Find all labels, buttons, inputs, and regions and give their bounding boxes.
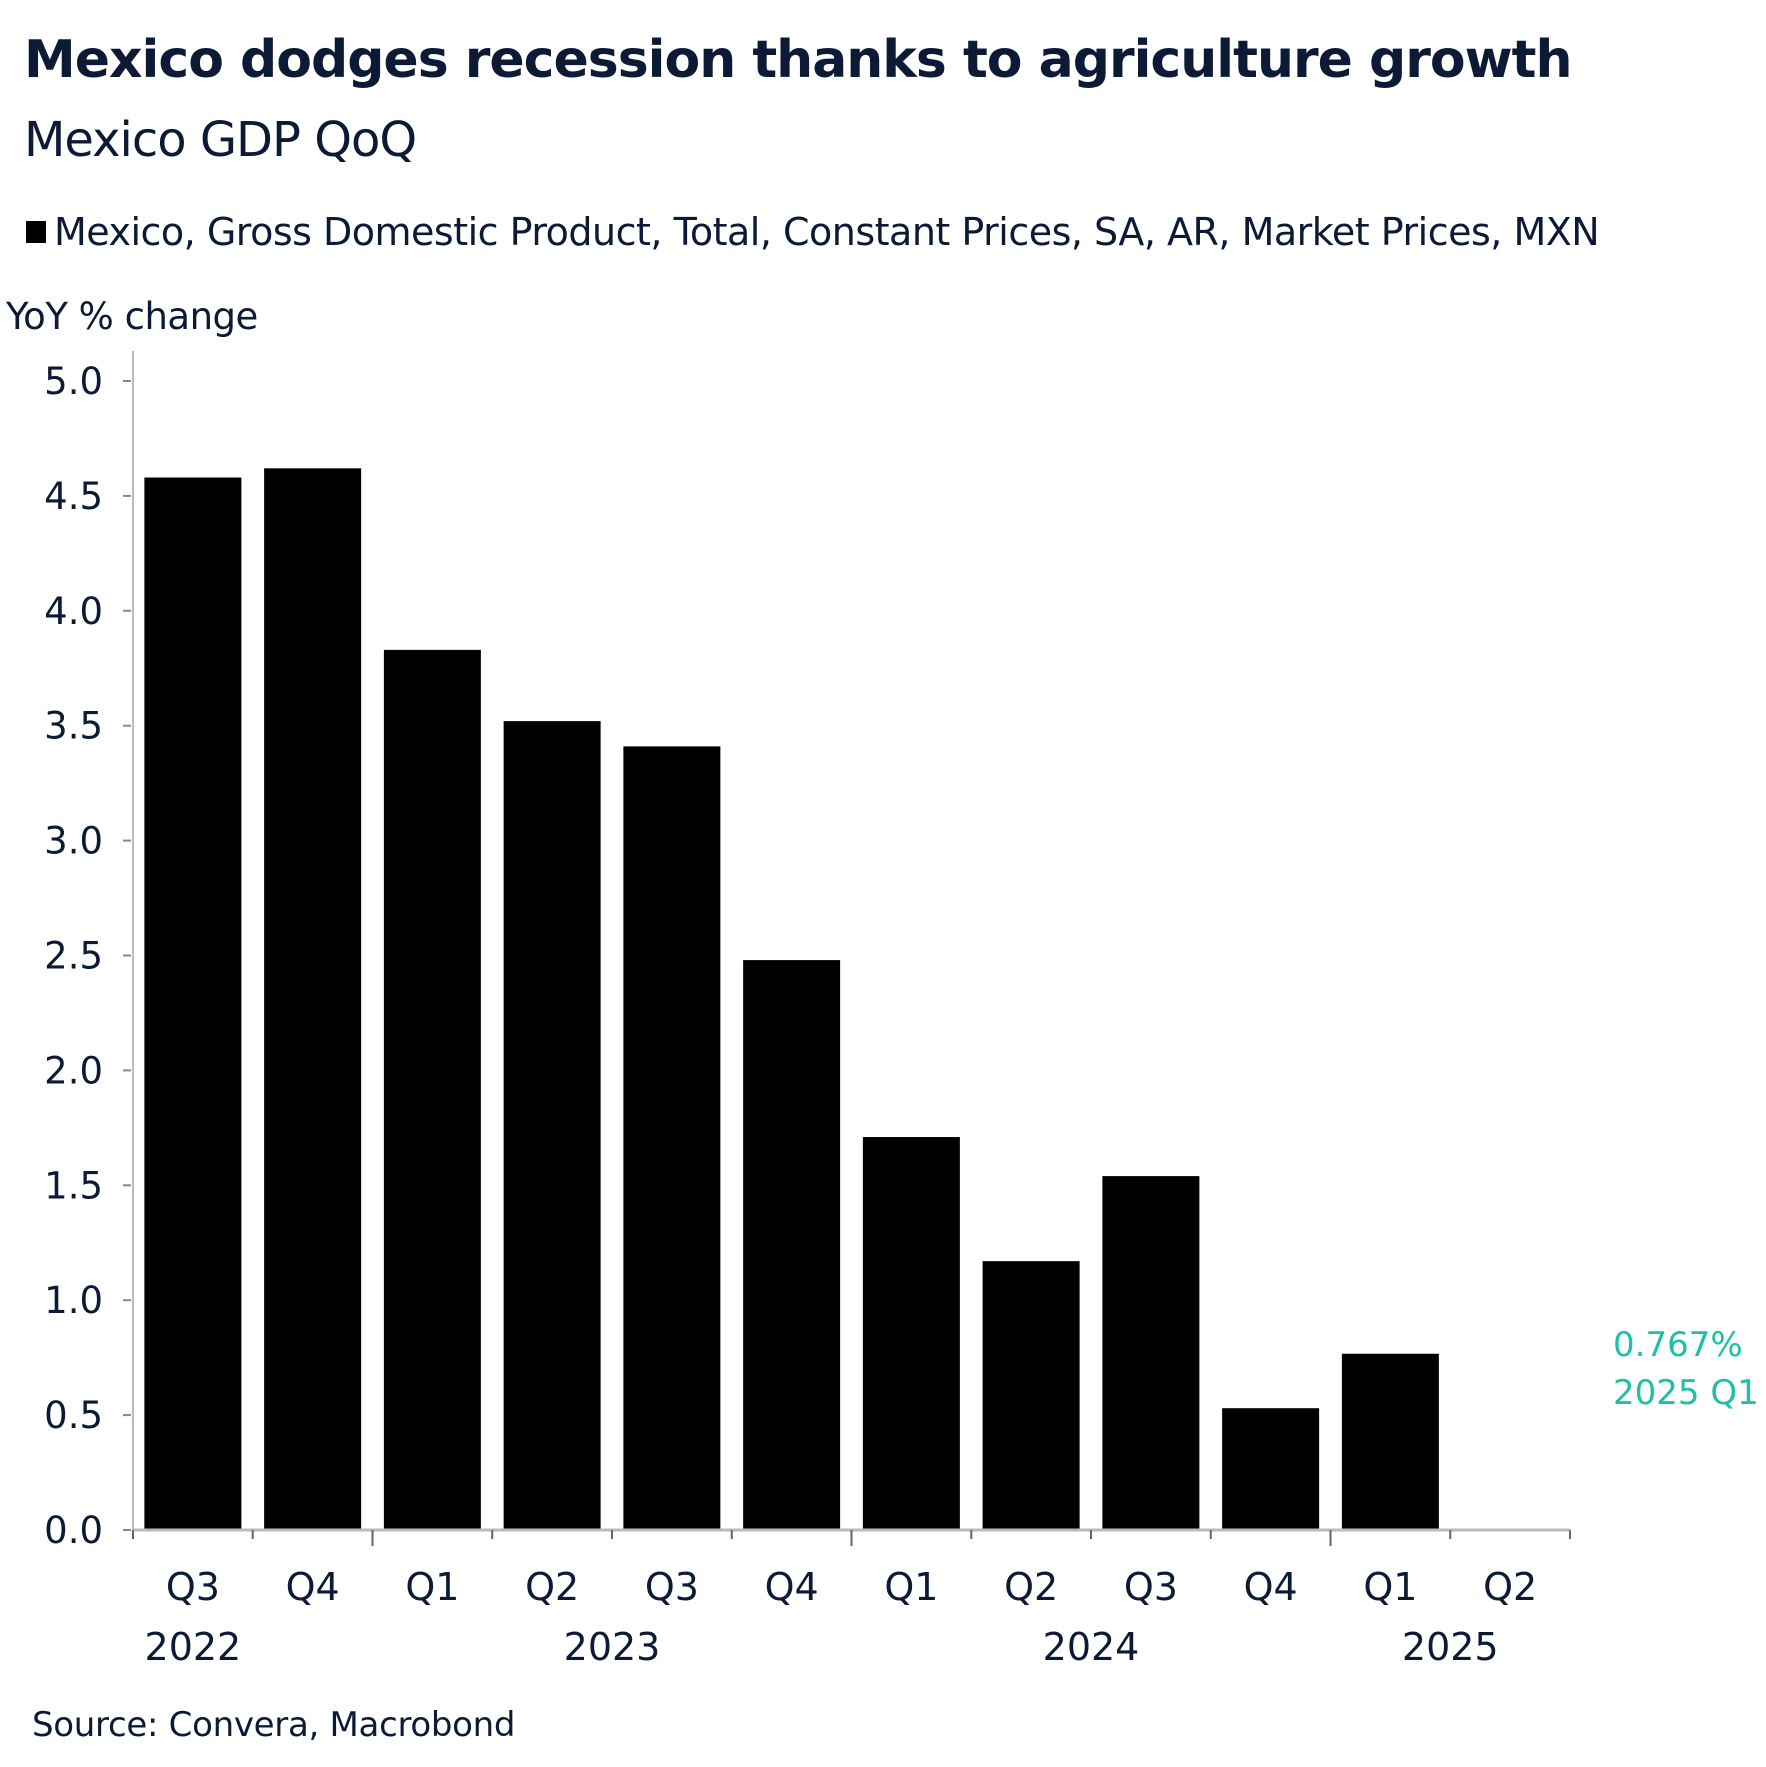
x-tick-label: Q3 (1124, 1565, 1178, 1609)
y-tick-label: 1.5 (44, 1164, 103, 1207)
x-tick-label: Q3 (645, 1565, 699, 1609)
bar (264, 468, 362, 1531)
bar (144, 477, 242, 1530)
chart-subtitle: Mexico GDP QoQ (24, 112, 417, 168)
x-tick-label: Q1 (405, 1565, 459, 1609)
x-year-label: 2023 (564, 1625, 661, 1669)
bar (1222, 1408, 1320, 1530)
x-year-label: 2024 (1043, 1625, 1140, 1669)
x-tick-label: Q1 (1363, 1565, 1417, 1609)
x-year-label: 2025 (1402, 1625, 1499, 1669)
y-tick-label: 0.5 (44, 1394, 103, 1437)
x-tick-label: Q3 (166, 1565, 220, 1609)
y-axis-label: YoY % change (6, 295, 258, 338)
bar (383, 649, 481, 1530)
bar (743, 960, 841, 1530)
x-tick-label: Q4 (286, 1565, 340, 1609)
y-tick-label: 2.5 (44, 935, 103, 978)
y-tick-label: 1.0 (44, 1279, 103, 1322)
source-note: Source: Convera, Macrobond (32, 1705, 516, 1745)
y-tick-label: 2.0 (44, 1049, 103, 1092)
bar (1341, 1353, 1439, 1530)
y-tick-label: 0.0 (44, 1509, 103, 1552)
bar (1102, 1176, 1200, 1530)
bar (862, 1137, 960, 1530)
y-tick-label: 4.0 (44, 590, 103, 633)
bar (623, 746, 721, 1530)
legend-swatch (26, 221, 46, 243)
y-tick-label: 3.0 (44, 820, 103, 863)
y-tick-label: 3.5 (44, 705, 103, 748)
y-tick-label: 4.5 (44, 475, 103, 518)
annotation-value: 0.767% (1613, 1325, 1743, 1365)
legend-label: Mexico, Gross Domestic Product, Total, C… (54, 210, 1600, 254)
x-tick-label: Q2 (1004, 1565, 1058, 1609)
x-tick-label: Q1 (884, 1565, 938, 1609)
bar (982, 1261, 1080, 1530)
chart-title: Mexico dodges recession thanks to agricu… (24, 30, 1572, 90)
x-tick-label: Q2 (1483, 1565, 1537, 1609)
bar (503, 721, 601, 1530)
legend: Mexico, Gross Domestic Product, Total, C… (26, 210, 1600, 254)
x-tick-label: Q4 (1244, 1565, 1298, 1609)
x-year-label: 2022 (145, 1625, 242, 1669)
x-tick-label: Q2 (525, 1565, 579, 1609)
annotation-period: 2025 Q1 (1613, 1373, 1759, 1413)
x-tick-label: Q4 (765, 1565, 819, 1609)
y-tick-label: 5.0 (44, 360, 103, 403)
